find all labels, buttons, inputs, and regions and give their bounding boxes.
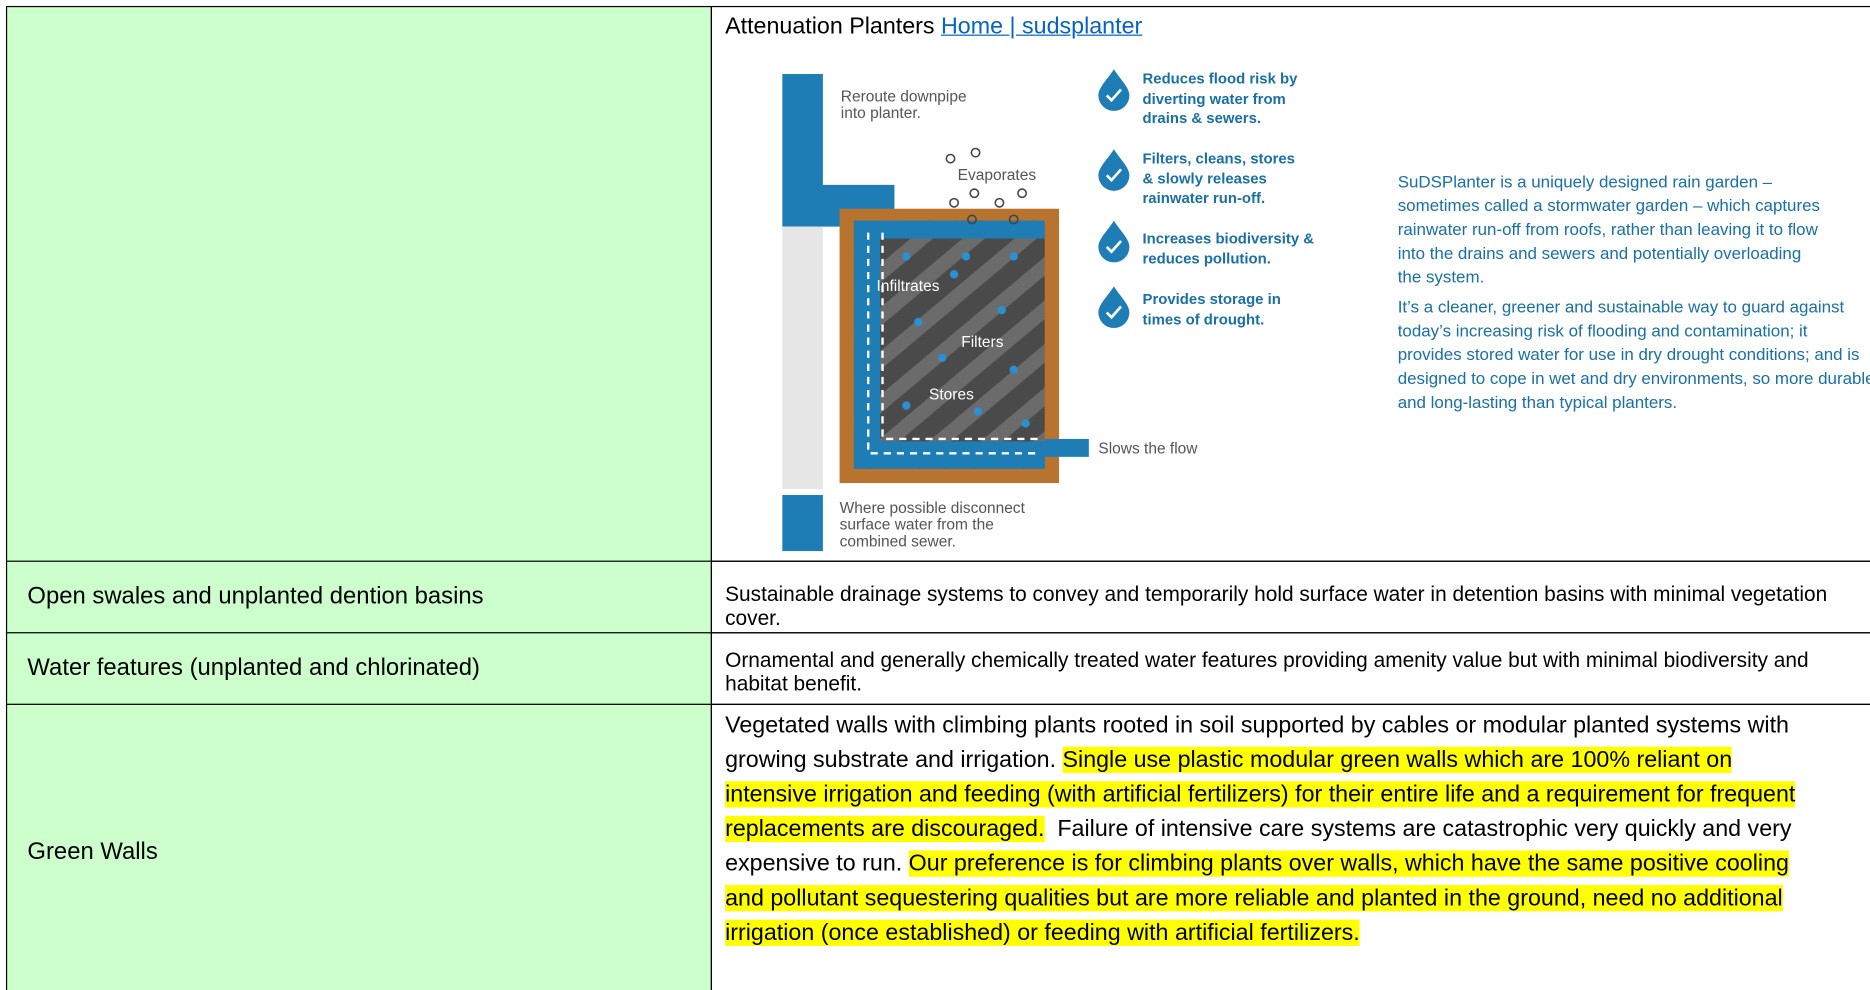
label-cell: Green Walls [5,703,712,990]
diagram-label: Stores [929,385,974,404]
diagram-label: Infiltrates [876,276,940,295]
cell-heading: Attenuation Planters Home | sudsplanter [725,13,1142,40]
row-label: Green Walls [27,838,158,865]
downpipe [782,73,895,239]
label-cell: Water features (unplanted and chlorinate… [5,632,712,705]
text: Failure of intensive care systems are ca… [725,815,1792,877]
label-cell [5,5,712,562]
row-label: Open swales and unplanted dention basins [27,583,484,610]
row-label: Water features (unplanted and chlorinate… [27,654,481,682]
liner [867,232,1038,455]
diagram-label: Filters [961,332,1004,351]
description: Vegetated walls with climbing plants roo… [725,709,1828,951]
wall [782,226,823,490]
planter-soil [853,220,1045,469]
benefit: Reduces flood risk by diverting water fr… [1142,70,1298,127]
sewer-pipe [782,495,823,552]
bubbles [945,147,1028,225]
benefit-icons [1098,69,1130,329]
description-cell: Ornamental and generally chemically trea… [710,632,1870,705]
description: Ornamental and generally chemically trea… [725,647,1809,696]
benefit: Filters, cleans, stores & slowly release… [1142,150,1295,207]
benefit: Increases biodiversity & reduces polluti… [1142,230,1315,267]
diagram-label: Where possible disconnect surface water … [839,498,1025,550]
description-cell: Sustainable drainage systems to convey a… [710,560,1870,634]
paragraph: It’s a cleaner, greener and sustainable … [1397,298,1870,413]
particles [902,252,1030,428]
link[interactable]: Home | sudsplanter [941,13,1143,40]
outflow [1044,438,1089,457]
description: Sustainable drainage systems to convey a… [725,582,1828,630]
description-cell: Attenuation Planters Home | sudsplanter [710,5,1870,562]
diagram-label: Slows the flow [1098,438,1198,457]
text: Vegetated walls with climbing plants roo… [725,712,1789,773]
liner [881,232,1038,441]
diagram-label: Evaporates [957,165,1037,184]
heading-text: Attenuation Planters [725,13,935,40]
paragraph: SuDSPlanter is a uniquely designed rain … [1397,172,1820,288]
water-drain [853,238,1045,469]
label-cell: Open swales and unplanted dention basins [5,560,712,634]
benefit: Provides storage in times of drought. [1142,291,1281,328]
diagram-label: Reroute downpipe into planter. [840,87,967,122]
description-cell: Vegetated walls with climbing plants roo… [710,703,1870,990]
water-top [853,220,1045,239]
